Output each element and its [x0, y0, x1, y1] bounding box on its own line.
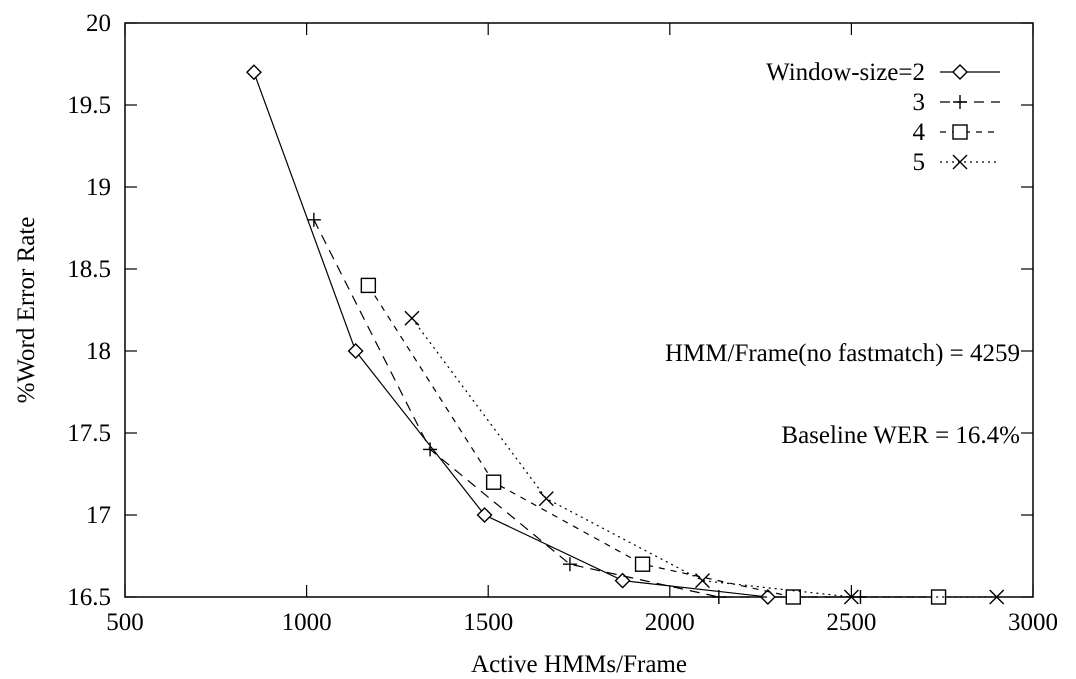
annotation-hmm-frame: HMM/Frame(no fastmatch) = 4259	[665, 340, 1020, 367]
legend-marker	[953, 95, 967, 109]
x-axis-ticks: 500 1000 1500 2000 2500 3000	[106, 23, 1058, 636]
y-axis-ticks: 16.5 17 17.5 18 18.5 19 19.5 20	[67, 10, 1033, 611]
y-tick-label: 19	[86, 174, 111, 201]
y-tick-label: 18	[86, 338, 111, 365]
series-point	[538, 491, 554, 507]
y-tick-label: 20	[86, 10, 111, 37]
y-axis-label: %Word Error Rate	[13, 217, 40, 404]
legend-entry: 5	[913, 149, 1000, 176]
series-point	[485, 474, 502, 490]
y-tick-label: 18.5	[67, 256, 111, 283]
series-point	[694, 573, 710, 589]
series-point	[785, 589, 801, 605]
series-3	[360, 277, 947, 605]
annotation-baseline-wer: Baseline WER = 16.4%	[781, 422, 1020, 449]
series-layer	[245, 64, 1005, 605]
series-point	[476, 507, 493, 523]
series-point	[562, 557, 577, 572]
legend-marker	[952, 124, 968, 140]
series-1	[245, 64, 776, 605]
plot-frame	[124, 22, 1034, 598]
series-4	[404, 310, 1005, 605]
series-point	[306, 212, 321, 227]
series-point	[634, 556, 651, 572]
legend-entry: 3	[913, 89, 1000, 116]
series-point	[423, 442, 438, 457]
x-tick-label: 1000	[282, 609, 332, 636]
legend-marker	[952, 154, 968, 170]
series-line	[313, 219, 861, 598]
y-tick-label: 19.5	[67, 92, 111, 119]
x-tick-label: 2000	[645, 609, 695, 636]
series-2	[306, 212, 868, 604]
x-tick-label: 2500	[826, 609, 876, 636]
series-point	[245, 64, 262, 81]
legend-entry: Window-size=2	[766, 59, 1000, 86]
series-point	[360, 277, 377, 294]
series-point	[843, 589, 859, 605]
series-point	[711, 590, 726, 604]
legend-label: 4	[913, 119, 926, 146]
x-axis-label: Active HMMs/Frame	[471, 651, 687, 678]
series-point	[404, 310, 420, 326]
legend-label: 3	[913, 89, 926, 116]
legend-entry: 4	[913, 119, 1000, 146]
y-tick-label: 17.5	[67, 420, 111, 447]
y-tick-label: 16.5	[67, 584, 111, 611]
legend-label: Window-size=2	[766, 59, 925, 86]
series-point	[759, 589, 776, 605]
y-tick-label: 17	[86, 502, 111, 529]
series-point	[614, 572, 631, 589]
series-line	[253, 71, 768, 598]
series-point	[989, 589, 1005, 605]
x-tick-label: 500	[106, 609, 144, 636]
x-tick-label: 3000	[1008, 609, 1058, 636]
legend-label: 5	[913, 149, 926, 176]
legend: Window-size=2 3 4 5	[766, 59, 1000, 176]
legend-marker	[952, 64, 968, 80]
series-point	[347, 343, 364, 359]
x-tick-label: 1500	[463, 609, 513, 636]
